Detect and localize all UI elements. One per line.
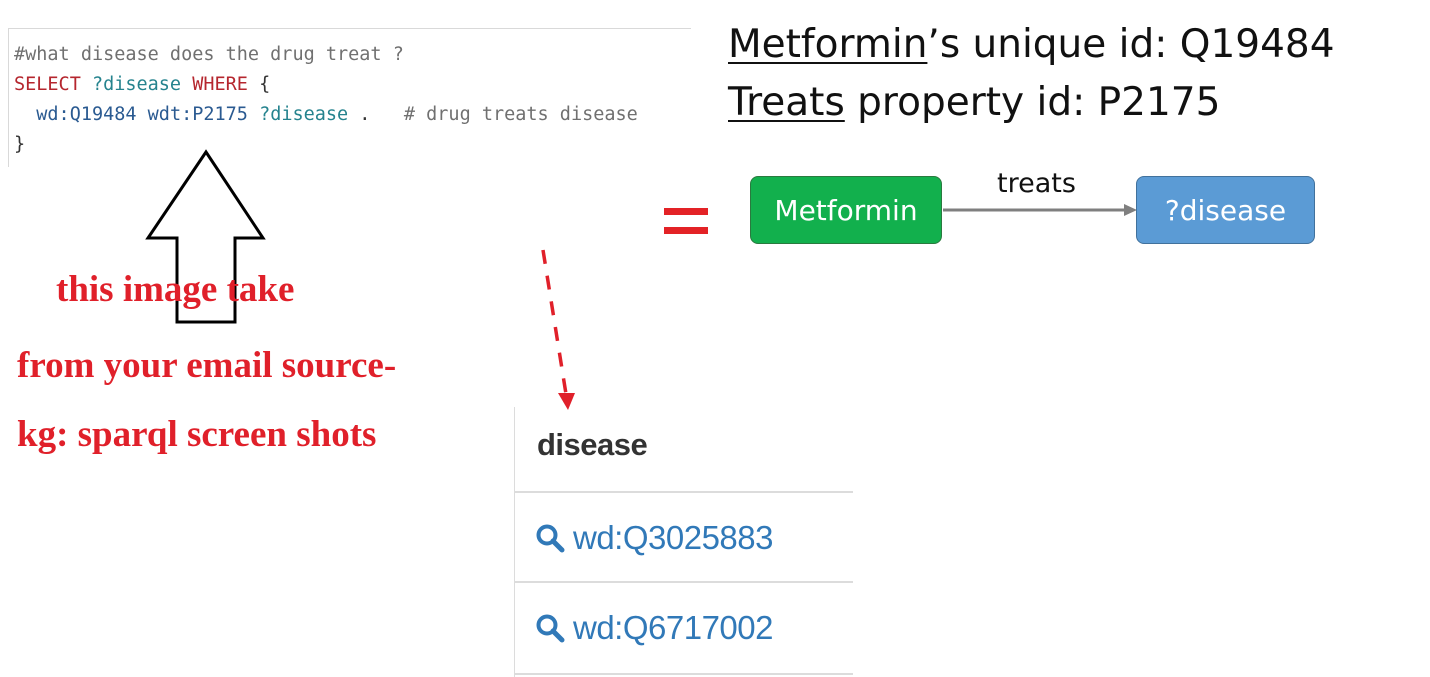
code-inline-comment: # drug treats disease bbox=[403, 104, 638, 125]
result-link-2[interactable]: wd:Q6717002 bbox=[573, 609, 774, 646]
disease-node: ?disease bbox=[1136, 176, 1315, 244]
treats-id-line: Treats property id: P2175 bbox=[728, 80, 1220, 125]
code-predicate: wdt:P2175 bbox=[147, 104, 248, 125]
dashed-down-arrow-icon bbox=[541, 249, 568, 395]
dashed-arrow-head-icon bbox=[558, 393, 575, 410]
annotation-line-2: from your email source- bbox=[17, 345, 397, 386]
treats-word: Treats bbox=[728, 80, 845, 125]
code-open-brace: { bbox=[259, 74, 271, 95]
code-object-variable: ?disease bbox=[259, 104, 349, 125]
code-dot: . bbox=[348, 104, 371, 125]
code-subject: wd:Q19484 bbox=[36, 104, 137, 125]
result-row-1[interactable]: wd:Q3025883 bbox=[535, 519, 774, 557]
results-divider bbox=[515, 581, 853, 583]
results-divider bbox=[515, 673, 853, 675]
metformin-word: Metformin bbox=[728, 22, 928, 67]
annotation-line-3: kg: sparql screen shots bbox=[17, 414, 377, 455]
equals-sign bbox=[664, 208, 708, 246]
result-row-2[interactable]: wd:Q6717002 bbox=[535, 609, 774, 647]
sparql-code: #what disease does the drug treat ? SELE… bbox=[14, 40, 638, 160]
results-table: disease wd:Q3025883 wd:Q6717002 bbox=[514, 407, 855, 677]
results-column-header: disease bbox=[537, 427, 648, 462]
code-select-variable: ?disease bbox=[91, 74, 182, 95]
treats-id-text: property id: P2175 bbox=[844, 80, 1221, 125]
search-icon bbox=[536, 524, 565, 553]
treats-edge-label: treats bbox=[997, 168, 1076, 199]
metformin-id-line: Metformin’s unique id: Q19484 bbox=[728, 22, 1335, 67]
up-arrow-outline-icon bbox=[145, 149, 266, 324]
code-editor-panel bbox=[8, 28, 691, 167]
results-divider bbox=[515, 491, 853, 493]
annotation-line-1: this image take bbox=[56, 269, 295, 310]
metformin-id-text: ’s unique id: Q19484 bbox=[927, 22, 1335, 67]
search-icon bbox=[536, 614, 565, 643]
code-where-keyword: WHERE bbox=[192, 74, 248, 95]
treats-edge-arrowhead-icon bbox=[1124, 204, 1137, 216]
result-link-1[interactable]: wd:Q3025883 bbox=[573, 519, 774, 556]
code-close-brace: } bbox=[14, 134, 26, 155]
metformin-node: Metformin bbox=[750, 176, 942, 244]
code-select-keyword: SELECT bbox=[14, 74, 81, 95]
code-comment-line: #what disease does the drug treat ? bbox=[14, 44, 404, 65]
